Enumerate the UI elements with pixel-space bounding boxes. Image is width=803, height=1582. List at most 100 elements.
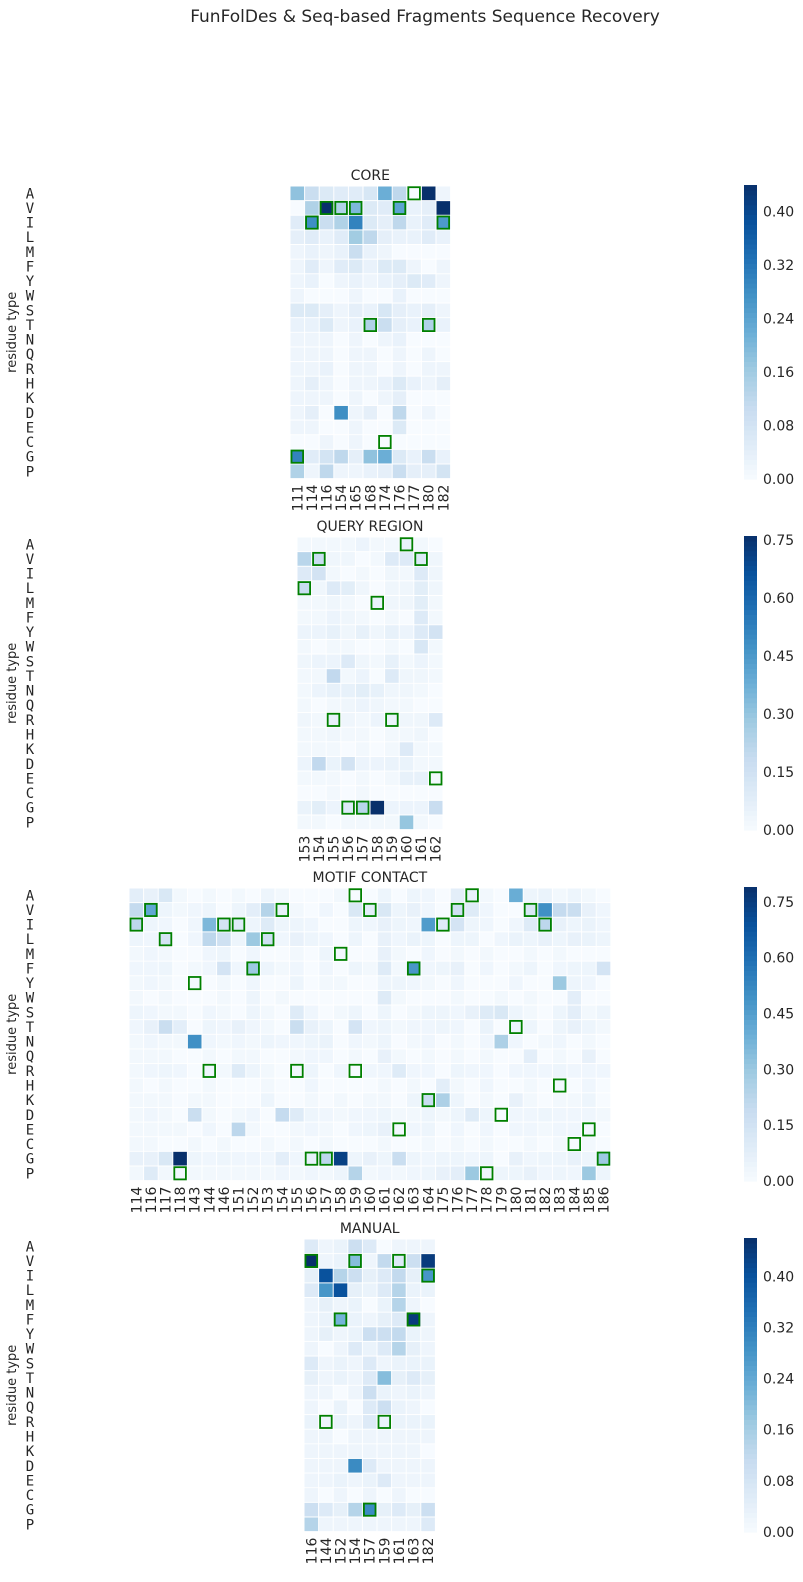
heatmap-cell [129,917,144,932]
heatmap-cell [385,771,399,786]
heatmap-cell-empty [333,1429,348,1444]
heatmap-cell [377,1283,392,1298]
y-tick-label: C [26,1137,34,1153]
heatmap-cell [144,961,158,976]
heatmap-cell [436,318,451,332]
colorbar-segment [744,594,757,601]
heatmap-cell [509,1122,523,1137]
colorbar-segment [744,805,757,811]
y-tick-label: I [26,567,34,583]
heatmap-cell-empty [421,1298,435,1312]
heatmap-cell [428,596,443,610]
heatmap-cell [202,1151,217,1166]
x-tick-label: 157 [319,1187,335,1214]
heatmap-background [129,888,611,1181]
native-residue-box [129,917,144,932]
heatmap-cell [392,318,407,332]
x-tick-label: 176 [393,485,409,512]
x-tick-label: 158 [334,1187,350,1214]
heatmap-cell [319,435,334,449]
x-tick-label: 162 [392,1187,408,1214]
heatmap-cell [129,1078,144,1093]
heatmap-cell [421,976,436,990]
heatmap-cell [509,961,523,976]
heatmap-cell [246,961,260,976]
colorbar-segment [744,273,757,279]
heatmap-cell [567,1005,582,1020]
y-tick-label: R [26,1415,35,1431]
colorbar-segment [744,194,757,201]
heatmap-cell [523,1151,538,1166]
x-tick-label: 155 [290,1187,306,1214]
heatmap-cell-empty [406,990,421,1005]
y-tick-label: Q [26,698,34,714]
heatmap-cell [436,961,450,976]
heatmap-cell [450,1122,465,1137]
heatmap-cell [144,1049,158,1064]
heatmap-cell [407,230,421,245]
y-tick-label: Q [26,347,34,363]
heatmap-cell-empty [173,917,187,932]
heatmap-cell-empty [392,435,407,449]
heatmap-cell [202,903,217,917]
colorbar-segment [744,1517,757,1523]
heatmap-cell [363,1122,377,1137]
colorbar-segment [744,351,757,358]
heatmap-cell [290,903,304,917]
heatmap-cell [333,1356,348,1371]
heatmap-cell [370,756,385,771]
y-tick-label: E [26,1473,34,1489]
heatmap-cell [304,1458,319,1473]
heatmap-cell [494,1034,509,1049]
heatmap-cell [129,1020,144,1034]
heatmap-cell [421,186,436,201]
heatmap-cell-empty [392,1005,406,1020]
heatmap-cell [392,1400,406,1415]
heatmap-cell [312,566,326,581]
heatmap-cell [428,654,443,669]
heatmap-cell [406,1078,421,1093]
heatmap-cell [348,1473,362,1488]
heatmap-cell [202,947,217,961]
heatmap-cell [319,1254,333,1268]
x-tick-label: 157 [356,836,372,863]
heatmap-cell-empty [275,1093,290,1107]
heatmap-cell [290,376,305,391]
heatmap-cell [582,917,596,932]
heatmap-cell [187,1093,202,1107]
heatmap-cell-empty [494,947,509,961]
heatmap-cell-empty [333,1122,348,1137]
colorbar-segment [744,1394,757,1401]
heatmap-cell [406,1415,421,1429]
heatmap-cell [392,961,406,976]
heatmap-cell-empty [596,976,611,990]
heatmap-cell [355,713,370,727]
heatmap-cell [436,1107,450,1122]
panel-title: MOTIF CONTACT [313,870,428,886]
colorbar-segment [744,825,757,831]
heatmap-cell-empty [312,639,326,654]
heatmap-cell-empty [260,1122,275,1137]
heatmap-cell-empty [312,698,326,713]
heatmap-cell [260,903,275,917]
heatmap-cell [523,888,538,903]
heatmap-cell-empty [406,1137,421,1151]
heatmap-cell-empty [399,639,414,654]
heatmap-cell [479,903,494,917]
heatmap-cell-empty [494,1122,509,1137]
y-tick-label: S [26,1005,34,1021]
heatmap-cell [392,1239,406,1254]
heatmap-cell [406,1502,421,1517]
heatmap-cell [421,932,436,947]
heatmap-cell [348,1298,362,1312]
colorbar-segment [744,1058,757,1064]
heatmap-cell-empty [414,786,428,800]
heatmap-cell-empty [567,1034,582,1049]
heatmap-cell [290,274,305,288]
heatmap-cell-empty [596,1122,611,1137]
heatmap-cell [304,1049,319,1064]
heatmap-cell-empty [538,976,552,990]
heatmap-cell [333,1064,348,1078]
heatmap-cell [217,1166,231,1181]
heatmap-cell [377,1327,392,1341]
